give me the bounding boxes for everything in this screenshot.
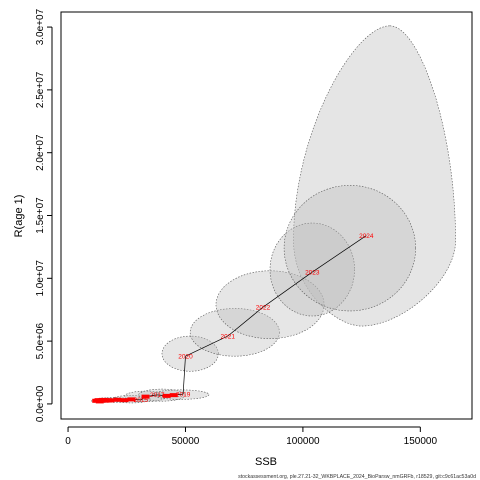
confidence-region-large (293, 25, 456, 327)
data-point-marker (113, 397, 122, 402)
year-label-2020: 2020 (178, 353, 193, 360)
confidence-ellipse-12 (283, 185, 416, 312)
confidence-ellipse-11 (269, 222, 355, 317)
axes: 0 50000 100000 150000 0.0e+00 5.0e+06 1.0e+07 1… (35, 8, 437, 447)
data-point-marker (127, 397, 136, 402)
year-label-2015: 2015 (134, 397, 149, 404)
x-tick-label: 50000 (172, 436, 200, 447)
y-tick-label: 1.0e+07 (35, 260, 46, 297)
y-tick-label: 2.5e+07 (35, 71, 46, 108)
trajectory-segment (185, 335, 228, 357)
trajectory-segment (312, 235, 367, 273)
data-point-marker (141, 394, 150, 399)
x-tick-label: 100000 (286, 436, 320, 447)
year-label-2021: 2021 (221, 333, 236, 340)
y-tick-label: 5.0e+06 (35, 322, 46, 359)
year-label-2022: 2022 (256, 305, 271, 312)
trajectory-segment (227, 306, 264, 337)
y-tick-label: 3.0e+07 (35, 8, 46, 45)
year-label-2017: 2017 (150, 392, 165, 399)
x-tick-label: 150000 (404, 436, 438, 447)
y-tick-label: 2.0e+07 (35, 134, 46, 171)
x-tick-label: 0 (65, 436, 71, 447)
year-label-2024: 2024 (359, 233, 374, 240)
x-axis-title: SSB (255, 456, 277, 468)
data-point-marker (169, 393, 178, 398)
confidence-ellipse-9 (189, 308, 280, 357)
data-point-marker (162, 393, 171, 398)
y-axis-title: R(age 1) (13, 195, 25, 238)
confidence-ellipse-10 (215, 270, 325, 339)
data-point-marker (106, 398, 115, 403)
plot-frame (60, 11, 473, 420)
year-label-2019: 2019 (176, 391, 191, 398)
confidence-ellipses (91, 25, 456, 404)
y-tick-label: 1.5e+07 (35, 197, 46, 234)
data-point-marker (120, 398, 129, 403)
trajectory-segment (262, 271, 313, 308)
y-tick-label: 0.0e+00 (35, 385, 46, 422)
footer-source-text: stockassessment.org, ple.27.21-32_WKBPLA… (238, 474, 476, 480)
year-label-2023: 2023 (305, 269, 320, 276)
trajectory-segment (182, 356, 186, 395)
